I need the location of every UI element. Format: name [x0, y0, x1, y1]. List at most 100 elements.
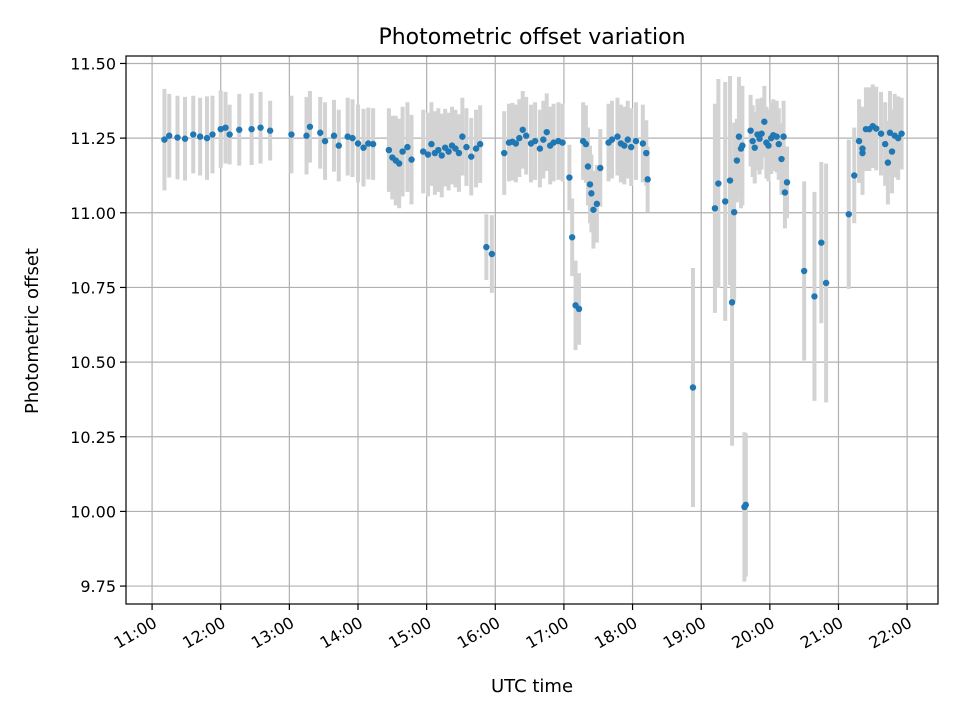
data-point — [354, 140, 362, 147]
data-point — [568, 234, 576, 241]
data-point — [644, 176, 651, 183]
data-point — [236, 126, 243, 133]
data-point — [590, 206, 597, 213]
y-tick-label: 11.25 — [70, 129, 116, 148]
data-point — [543, 128, 550, 136]
data-point — [586, 181, 594, 188]
data-point — [516, 134, 523, 142]
data-point — [818, 239, 825, 246]
data-points — [161, 118, 905, 511]
data-point — [761, 118, 768, 125]
y-tick-label: 10.50 — [70, 353, 116, 372]
data-point — [726, 177, 734, 184]
data-point — [593, 200, 601, 208]
y-axis-ticks: 9.75 10.00 10.25 10.50 10.75 11.00 11.25 11.50 — [70, 54, 126, 596]
data-point — [330, 132, 338, 139]
data-point — [317, 129, 324, 136]
data-point — [894, 134, 902, 142]
data-point — [512, 140, 520, 147]
data-point — [733, 157, 741, 164]
data-point — [404, 143, 411, 151]
data-point — [621, 142, 628, 149]
data-point — [739, 142, 746, 149]
data-point — [877, 130, 885, 137]
data-point — [540, 136, 547, 143]
data-point — [488, 250, 496, 258]
data-point — [468, 153, 475, 160]
data-point — [321, 137, 329, 145]
data-point — [859, 149, 866, 157]
data-point — [420, 148, 427, 155]
data-point — [196, 133, 204, 140]
data-point — [248, 125, 255, 133]
data-point — [438, 152, 445, 159]
data-point — [288, 131, 295, 138]
data-point — [472, 145, 480, 152]
data-point — [780, 133, 787, 140]
data-point — [584, 163, 592, 170]
data-point — [349, 134, 356, 142]
data-point — [217, 125, 224, 133]
y-tick-label: 10.00 — [70, 502, 116, 521]
data-point — [614, 133, 621, 140]
data-point — [463, 143, 470, 151]
data-point — [344, 133, 351, 140]
data-point — [765, 142, 772, 149]
data-point — [811, 293, 818, 300]
data-point — [408, 156, 415, 163]
data-point — [222, 124, 229, 131]
data-point — [161, 136, 168, 143]
data-point — [781, 189, 789, 196]
data-point — [627, 143, 635, 151]
data-point — [881, 140, 889, 148]
data-point — [435, 146, 442, 154]
data-point — [174, 134, 181, 141]
data-point — [455, 149, 463, 157]
data-point — [728, 299, 736, 306]
data-point — [711, 205, 719, 212]
data-point — [550, 139, 557, 146]
data-point — [445, 148, 452, 155]
data-point — [266, 127, 274, 134]
data-point — [483, 243, 490, 251]
data-point — [395, 160, 403, 167]
data-point — [452, 145, 459, 152]
data-point — [303, 132, 310, 139]
data-point — [597, 164, 604, 172]
chart-title: Photometric offset variation — [378, 25, 685, 50]
data-point — [476, 140, 484, 148]
data-point — [845, 211, 852, 218]
data-point — [536, 145, 544, 152]
data-point — [898, 130, 905, 137]
data-point — [689, 384, 697, 391]
y-tick-label: 9.75 — [80, 577, 116, 596]
data-point — [758, 130, 765, 137]
data-point — [582, 140, 590, 148]
data-point — [385, 146, 393, 154]
data-point — [747, 127, 754, 134]
data-point — [756, 135, 763, 142]
data-point — [424, 151, 432, 158]
y-tick-label: 11.50 — [70, 54, 116, 73]
y-tick-label: 10.75 — [70, 278, 116, 297]
data-point — [632, 137, 640, 145]
data-point — [257, 124, 264, 131]
data-point — [643, 149, 650, 157]
data-point — [873, 125, 880, 132]
data-point — [209, 131, 216, 138]
data-point — [783, 179, 791, 186]
data-point — [751, 144, 758, 151]
x-axis-label: UTC time — [491, 676, 573, 697]
data-point — [886, 129, 894, 136]
data-point — [639, 140, 647, 147]
data-point — [588, 190, 595, 197]
data-point — [773, 133, 780, 140]
data-point — [855, 137, 863, 145]
data-point — [306, 123, 314, 130]
y-tick-label: 10.25 — [70, 428, 116, 447]
data-point — [624, 136, 631, 143]
data-point — [522, 132, 530, 139]
data-point — [778, 155, 785, 163]
data-point — [566, 174, 573, 181]
